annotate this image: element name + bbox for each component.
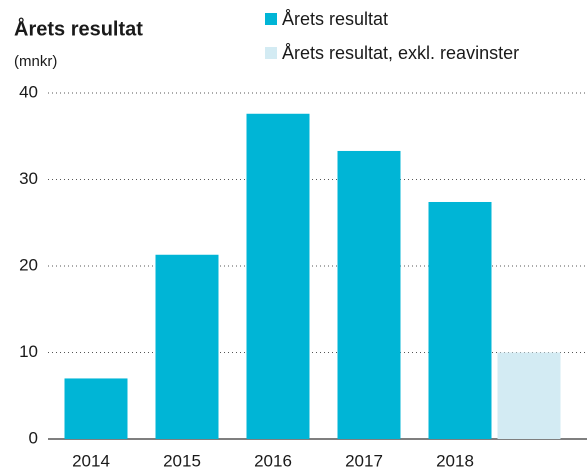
chart-title: Årets resultat [14, 16, 143, 40]
x-tick-label: 2018 [436, 451, 474, 470]
y-tick-label: 10 [19, 342, 38, 361]
y-tick-label: 20 [19, 255, 38, 274]
x-tick-label: 2016 [254, 451, 292, 470]
bar [337, 150, 401, 439]
bar [155, 254, 219, 439]
bar [497, 352, 561, 439]
bar [64, 378, 128, 439]
legend-label: Årets resultat [282, 9, 388, 29]
bar [246, 113, 310, 439]
y-tick-label: 40 [19, 82, 38, 101]
x-tick-label: 2014 [72, 451, 110, 470]
legend-label: Årets resultat, exkl. reavinster [282, 43, 519, 63]
legend-swatch [265, 47, 277, 59]
chart-subtitle: (mnkr) [14, 53, 57, 70]
x-tick-label: 2015 [163, 451, 201, 470]
y-tick-label: 30 [19, 169, 38, 188]
bar [428, 201, 492, 439]
y-tick-label: 0 [29, 428, 38, 447]
x-tick-label: 2017 [345, 451, 383, 470]
legend-swatch [265, 13, 277, 25]
